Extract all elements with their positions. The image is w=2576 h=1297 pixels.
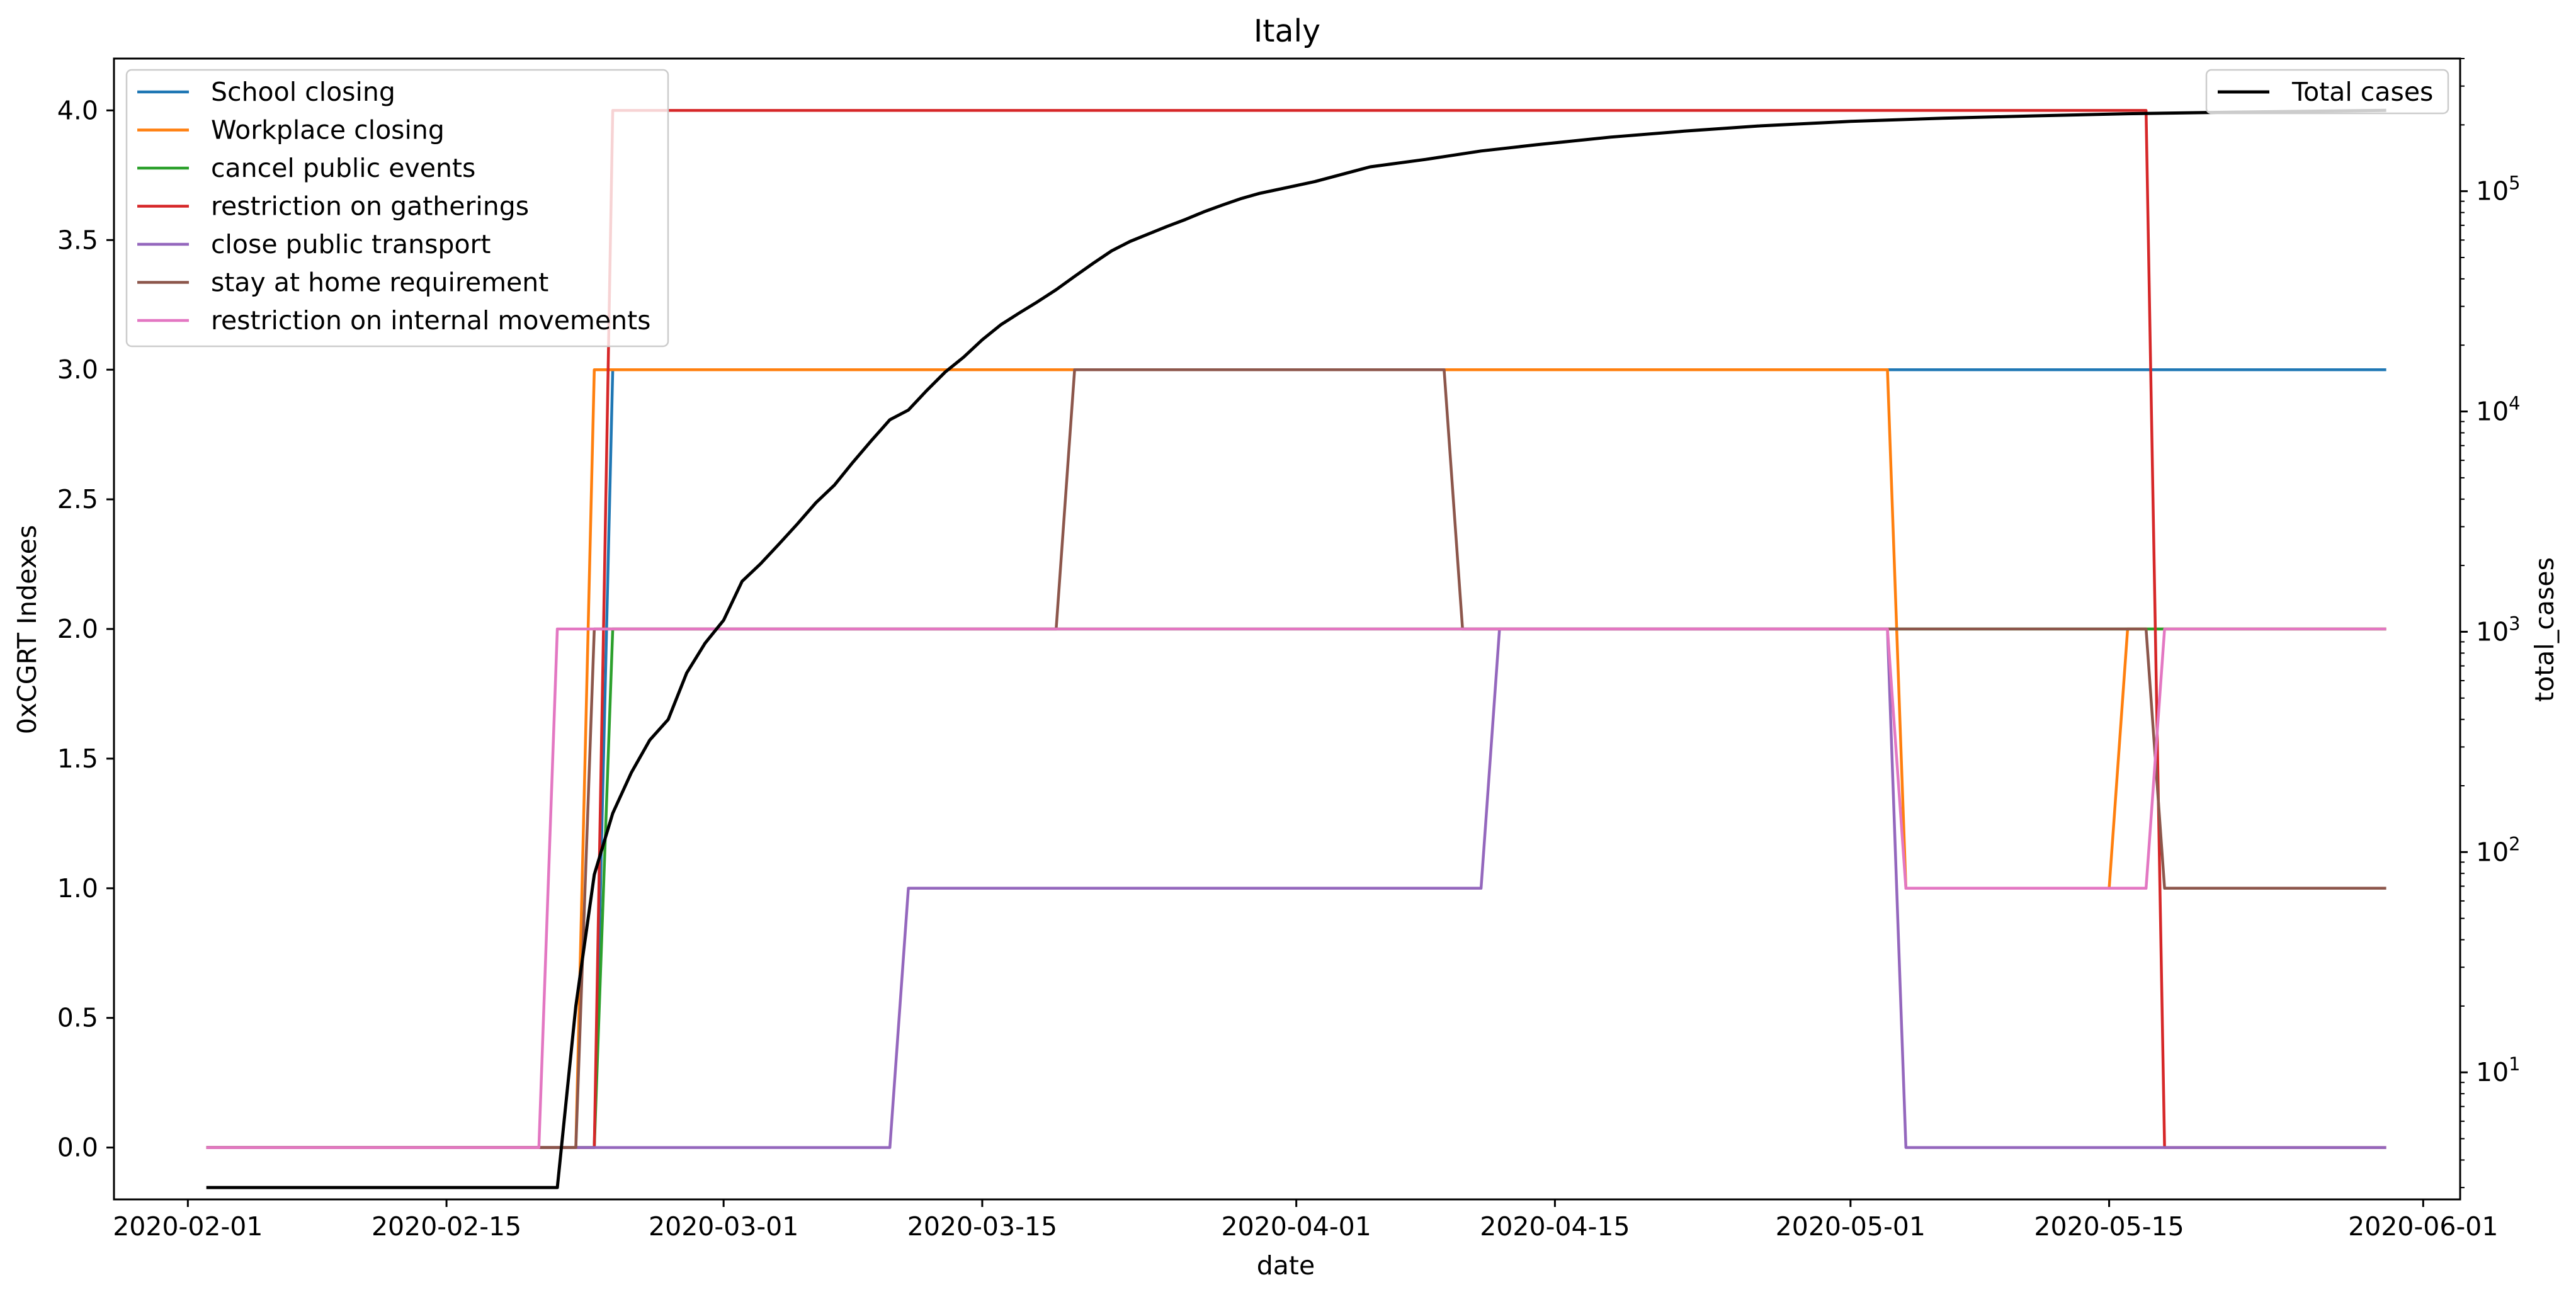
x-tick-label: 2020-03-01	[649, 1211, 798, 1242]
legend-frame	[125, 69, 669, 348]
legend-label-close-public-transport: close public transport	[211, 229, 491, 259]
legend-label-school-closing: School closing	[211, 77, 395, 107]
x-tick-label: 2020-02-15	[372, 1211, 521, 1242]
y-axis-right: 101 102 103 104 105	[2460, 58, 2521, 1189]
y2-tick-label: 104	[2476, 393, 2521, 427]
y-axis-label: 0xCGRT Indexes	[12, 525, 42, 735]
x-axis-label: date	[1257, 1250, 1315, 1281]
legend-label-restriction-on-gatherings: restriction on gatherings	[211, 191, 529, 222]
x-tick-label: 2020-06-01	[2348, 1211, 2498, 1242]
y2-tick-label: 103	[2476, 613, 2521, 647]
y-tick-label: 1.0	[57, 873, 98, 903]
x-tick-label: 2020-02-01	[113, 1211, 263, 1242]
y-axis-left: 0.0 0.5 1.0 1.5 2.0 2.5 3.0 3.5 4.0	[57, 95, 114, 1163]
y2-tick-label: 102	[2476, 833, 2521, 867]
series-lines	[206, 108, 2386, 1189]
x-tick-label: 2020-03-15	[907, 1211, 1057, 1242]
x-tick-label: 2020-05-15	[2034, 1211, 2184, 1242]
y-tick-label: 0.0	[57, 1133, 98, 1163]
y-tick-label: 3.5	[57, 225, 98, 255]
series-line-restriction-on-internal-movements	[206, 627, 2386, 1149]
legend-left: School closing Workplace closing cancel pu…	[125, 69, 669, 348]
x-tick-label: 2020-04-15	[1480, 1211, 1630, 1242]
y2-tick-label: 105	[2476, 173, 2521, 207]
legend-label-restriction-on-internal-movements: restriction on internal movements	[211, 305, 651, 336]
legend-right: Total cases	[2205, 69, 2449, 115]
series-line-close-public-transport	[206, 627, 2386, 1149]
chart-title: Italy	[1254, 13, 1320, 49]
legend-label-total-cases: Total cases	[2291, 77, 2433, 107]
x-axis: 2020-02-01 2020-02-15 2020-03-01 2020-03-15…	[113, 1199, 2498, 1242]
y-tick-label: 1.5	[57, 744, 98, 774]
y-tick-label: 3.0	[57, 354, 98, 385]
y-tick-label: 2.0	[57, 614, 98, 644]
legend-label-cancel-public-events: cancel public events	[211, 153, 475, 183]
legend-label-stay-at-home-requirement: stay at home requirement	[211, 268, 548, 298]
x-tick-label: 2020-04-01	[1222, 1211, 1371, 1242]
series-line-total-cases	[206, 108, 2386, 1189]
x-tick-label: 2020-05-01	[1776, 1211, 1926, 1242]
y-tick-label: 0.5	[57, 1003, 98, 1033]
legend-label-workplace-closing: Workplace closing	[211, 115, 445, 145]
y-tick-label: 4.0	[57, 95, 98, 125]
y2-axis-label: total_cases	[2529, 557, 2560, 702]
y2-tick-label: 101	[2476, 1053, 2521, 1087]
legend-frame	[2205, 69, 2449, 115]
y-tick-label: 2.5	[57, 484, 98, 514]
